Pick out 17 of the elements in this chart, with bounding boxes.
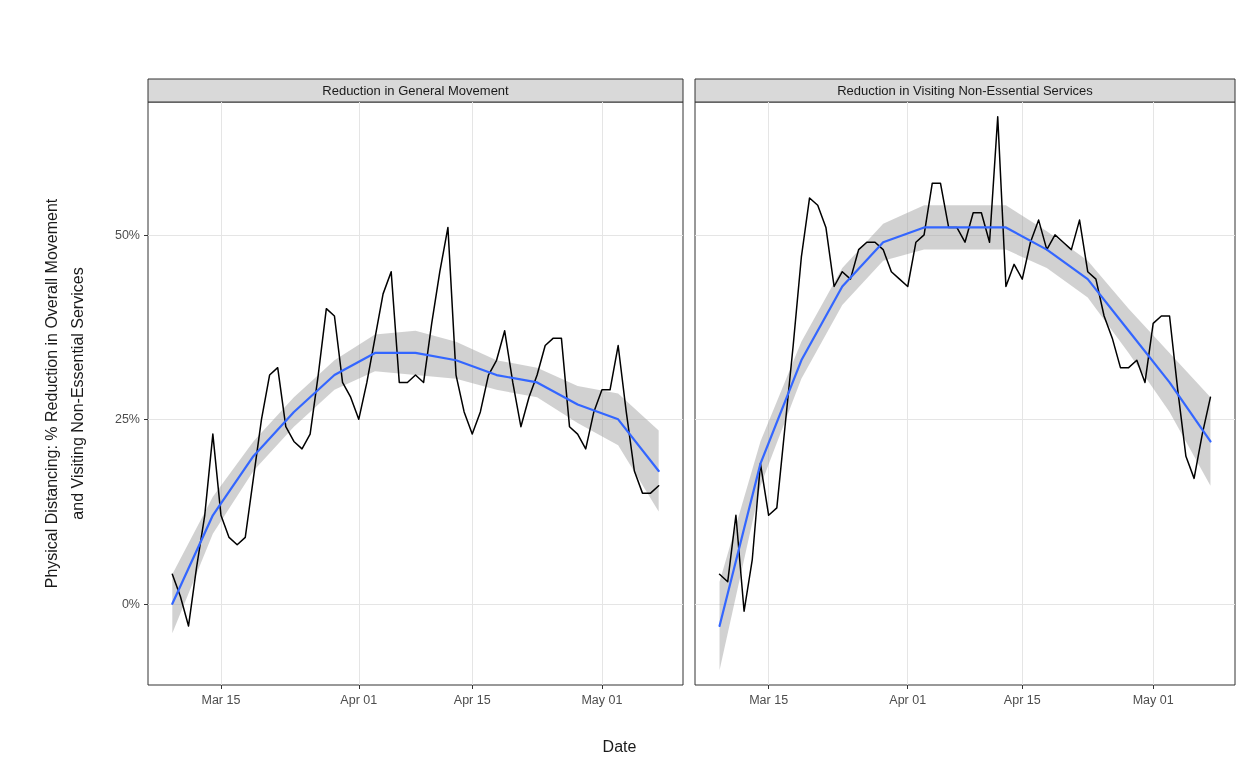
x-tick-label: May 01 — [581, 692, 623, 707]
x-tick-label: Apr 15 — [453, 692, 491, 707]
y-tick-label: 25% — [114, 412, 140, 427]
chart-title: Reduction in General Movement — [322, 83, 510, 98]
chart-title: Reduction in Visiting Non-Essential Services — [837, 83, 1094, 98]
x-tick-label: Mar 15 — [749, 692, 789, 707]
x-tick-label: May 01 — [1132, 692, 1174, 707]
y-tick-label: 50% — [114, 227, 140, 242]
x-tick-label: Mar 15 — [201, 692, 241, 707]
x-axis-title: Date — [602, 738, 637, 755]
line-series — [171, 226, 660, 627]
y-tick-label: 0% — [121, 596, 140, 611]
x-tick-label: Apr 01 — [889, 692, 927, 707]
x-tick-label: Apr 01 — [340, 692, 378, 707]
x-tick-label: Apr 15 — [1003, 692, 1041, 707]
y-axis-title: Physical Distancing: % Reduction in Overall Movement and Visiting Non-Essential Services — [42, 198, 86, 589]
line-series — [171, 351, 660, 605]
